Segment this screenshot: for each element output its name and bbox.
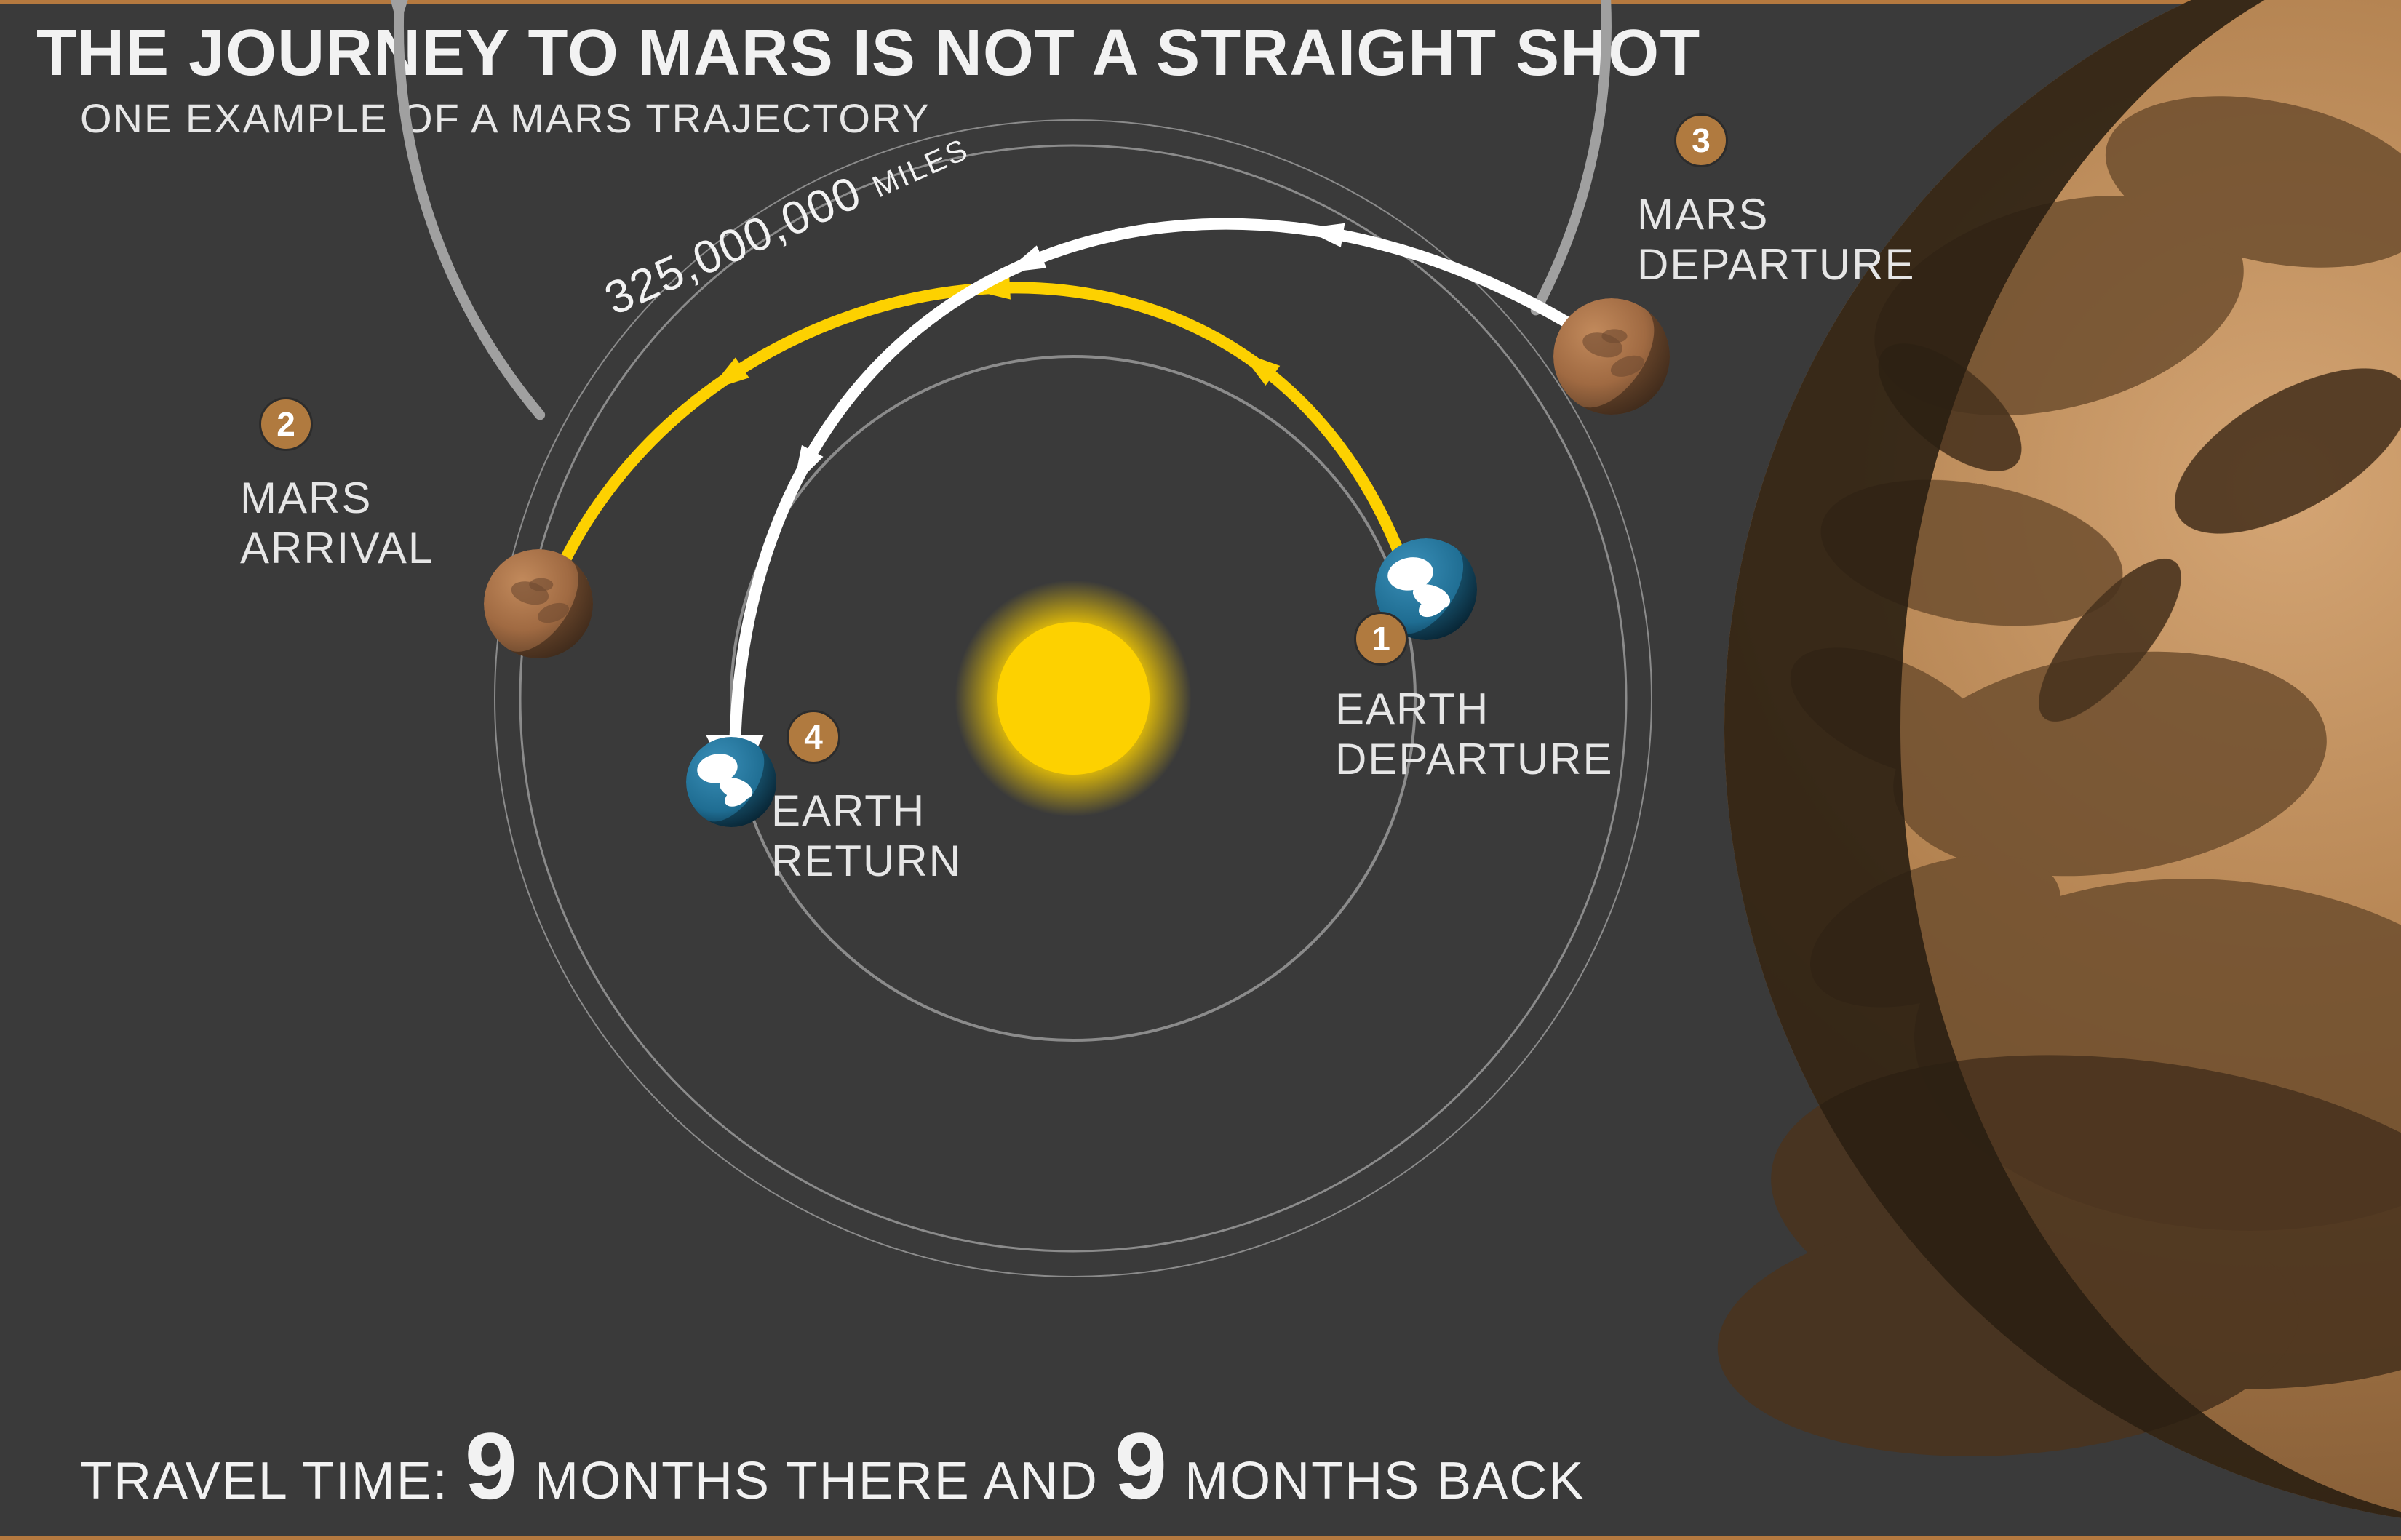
waypoint-label-line2: ARRIVAL (240, 523, 434, 573)
waypoint-label-line1: EARTH (771, 786, 962, 836)
mars-icon (1553, 298, 1692, 437)
waypoint-label-line1: MARS (1637, 189, 1916, 239)
waypoint-label: MARSDEPARTURE (1637, 189, 1916, 290)
waypoint-label-line2: DEPARTURE (1637, 239, 1916, 290)
travel-time-suffix: MONTHS BACK (1168, 1452, 1585, 1510)
waypoint-label: EARTHDEPARTURE (1335, 684, 1614, 784)
travel-arc-arrows (389, 0, 1604, 29)
travel-time-mid: MONTHS THERE AND (519, 1452, 1115, 1510)
waypoint-badge: 4 (787, 710, 840, 764)
return-arrows (782, 217, 1345, 493)
mars-icon (484, 549, 614, 679)
waypoint-label-line2: DEPARTURE (1335, 734, 1614, 784)
waypoint-badge: 3 (1674, 113, 1728, 167)
travel-time-text: TRAVEL TIME: 9 MONTHS THERE AND 9 MONTHS… (80, 1411, 1585, 1520)
waypoint-label: MARSARRIVAL (240, 473, 434, 573)
travel-time-num2: 9 (1115, 1413, 1168, 1519)
waypoint-label-line2: RETURN (771, 836, 962, 886)
waypoint-label-line1: EARTH (1335, 684, 1614, 734)
outbound-trajectory (549, 287, 1414, 595)
travel-time-num1: 9 (465, 1413, 519, 1519)
travel-time-prefix: TRAVEL TIME: (80, 1452, 465, 1510)
background-mars-svg (0, 0, 2401, 1540)
sun-icon (997, 622, 1150, 775)
travel-arc (399, 0, 1606, 415)
waypoint-label: EARTHRETURN (771, 786, 962, 886)
waypoint-badge: 1 (1354, 612, 1408, 666)
waypoint-label-line1: MARS (240, 473, 434, 523)
waypoint-badge: 2 (259, 397, 313, 451)
